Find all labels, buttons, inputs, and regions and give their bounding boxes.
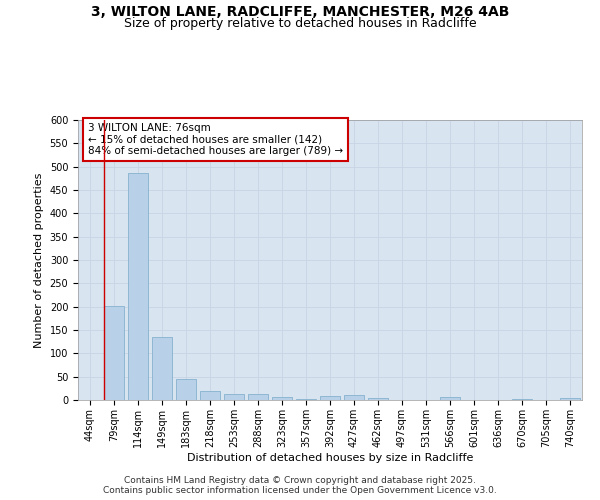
- Text: Size of property relative to detached houses in Radcliffe: Size of property relative to detached ho…: [124, 18, 476, 30]
- Bar: [560, 398, 580, 400]
- Bar: [104, 306, 124, 400]
- Bar: [128, 172, 148, 400]
- Bar: [440, 397, 460, 400]
- Text: Contains HM Land Registry data © Crown copyright and database right 2025.
Contai: Contains HM Land Registry data © Crown c…: [103, 476, 497, 495]
- Bar: [296, 398, 316, 400]
- Bar: [248, 394, 268, 400]
- Bar: [224, 394, 244, 400]
- Bar: [320, 396, 340, 400]
- X-axis label: Distribution of detached houses by size in Radcliffe: Distribution of detached houses by size …: [187, 452, 473, 462]
- Bar: [272, 397, 292, 400]
- Bar: [152, 337, 172, 400]
- Text: 3 WILTON LANE: 76sqm
← 15% of detached houses are smaller (142)
84% of semi-deta: 3 WILTON LANE: 76sqm ← 15% of detached h…: [88, 123, 343, 156]
- Text: 3, WILTON LANE, RADCLIFFE, MANCHESTER, M26 4AB: 3, WILTON LANE, RADCLIFFE, MANCHESTER, M…: [91, 5, 509, 19]
- Bar: [512, 399, 532, 400]
- Bar: [368, 398, 388, 400]
- Y-axis label: Number of detached properties: Number of detached properties: [34, 172, 44, 348]
- Bar: [200, 390, 220, 400]
- Bar: [176, 378, 196, 400]
- Bar: [344, 396, 364, 400]
